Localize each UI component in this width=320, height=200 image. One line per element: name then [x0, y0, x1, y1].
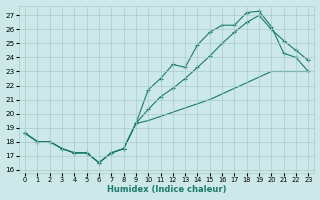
X-axis label: Humidex (Indice chaleur): Humidex (Indice chaleur) [107, 185, 227, 194]
